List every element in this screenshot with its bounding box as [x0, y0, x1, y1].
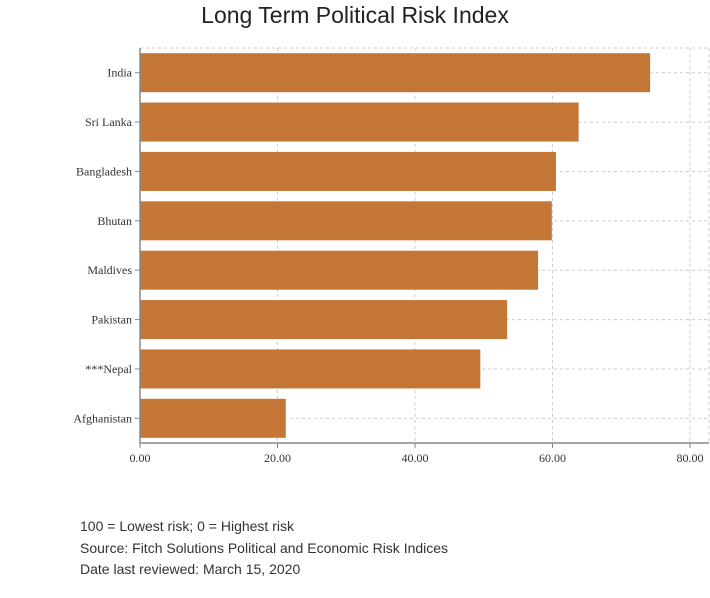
axes	[135, 48, 709, 448]
bar	[140, 53, 651, 93]
labels: India Sri Lanka Bangladesh Bhutan Maldives Pa…	[73, 66, 703, 465]
note-scale: 100 = Lowest risk; 0 = Highest risk	[80, 518, 294, 534]
bars	[140, 53, 651, 438]
category-label: Bangladesh	[76, 164, 132, 178]
bar	[140, 201, 552, 241]
category-label: India	[107, 66, 132, 80]
category-label: Pakistan	[91, 313, 132, 327]
bar	[140, 151, 556, 191]
note-source: Source: Fitch Solutions Political and Ec…	[80, 539, 449, 556]
bar	[140, 250, 539, 290]
bar	[140, 300, 508, 340]
bar	[140, 398, 286, 438]
category-label: Afghanistan	[73, 411, 132, 425]
x-tick-label: 60.00	[539, 451, 566, 465]
category-label: Maldives	[87, 263, 132, 277]
x-tick-label: 20.00	[264, 451, 291, 465]
note-date: Date last reviewed: March 15, 2020	[80, 561, 301, 577]
bar	[140, 102, 579, 142]
category-label: Bhutan	[97, 214, 132, 228]
x-tick-label: 0.00	[130, 451, 151, 465]
bar	[140, 349, 481, 389]
chart-notes: 100 = Lowest risk; 0 = Highest risk Sour…	[80, 516, 448, 581]
chart-title: Long Term Political Risk Index	[201, 2, 509, 28]
x-tick-label: 40.00	[402, 451, 429, 465]
category-label: ***Nepal	[85, 362, 132, 376]
category-label: Sri Lanka	[85, 115, 133, 129]
x-tick-label: 80.00	[677, 451, 704, 465]
